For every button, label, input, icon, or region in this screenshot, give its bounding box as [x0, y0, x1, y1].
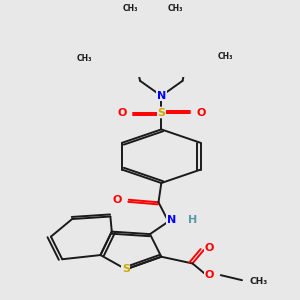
Text: N: N — [157, 91, 166, 101]
Text: CH₃: CH₃ — [168, 4, 183, 13]
Text: CH₃: CH₃ — [218, 52, 233, 61]
Text: O: O — [196, 108, 206, 118]
Text: O: O — [113, 195, 122, 205]
Text: CH₃: CH₃ — [249, 278, 267, 286]
Text: CH₃: CH₃ — [76, 54, 92, 63]
Text: O: O — [117, 108, 126, 118]
Text: S: S — [122, 264, 130, 274]
Text: O: O — [205, 270, 214, 280]
Text: CH₃: CH₃ — [122, 4, 138, 13]
Text: S: S — [157, 108, 165, 118]
Text: N: N — [167, 215, 176, 225]
Text: H: H — [188, 215, 197, 225]
Text: O: O — [205, 243, 214, 254]
